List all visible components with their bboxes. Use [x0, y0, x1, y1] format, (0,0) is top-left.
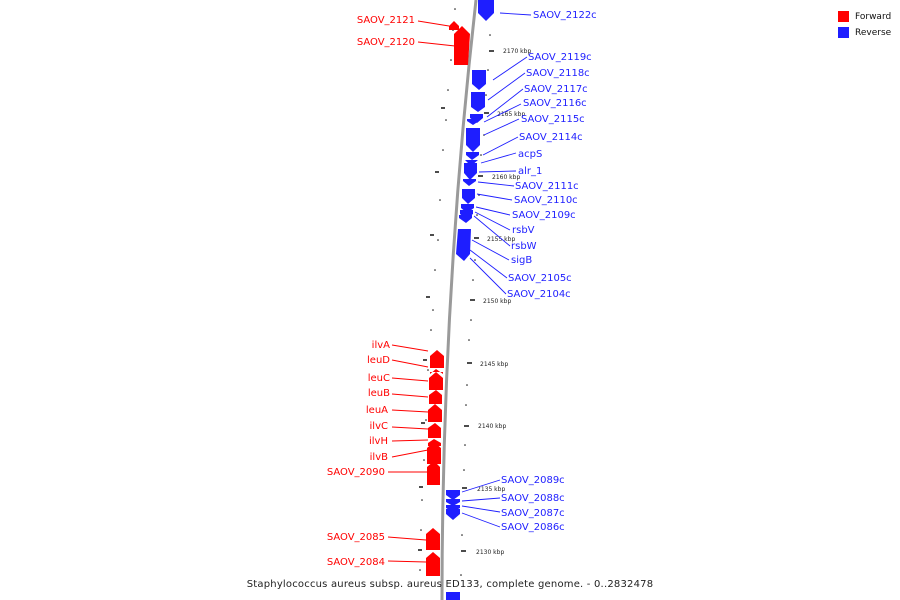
gene-label[interactable]: sigB	[511, 255, 532, 266]
gene-arrow-saov-2118c[interactable]	[471, 92, 485, 112]
reverse-genes	[446, 0, 494, 600]
gene-arrow-saov-2121[interactable]	[449, 21, 459, 30]
gene-arrow-saov-2111c[interactable]	[463, 179, 476, 186]
gene-label[interactable]: SAOV_2120	[357, 37, 415, 48]
forward-genes	[426, 21, 470, 576]
gene-arrow-saov-2090[interactable]	[427, 461, 440, 485]
scale-label: 2140 kbp	[478, 423, 506, 430]
scale-label: 2135 kbp	[477, 486, 505, 493]
gene-arrow-saov-2088c[interactable]	[446, 499, 460, 506]
gene-arrow-saov-2086c[interactable]	[446, 509, 460, 520]
gene-label[interactable]: SAOV_2090	[327, 467, 385, 478]
gene-arrow-ilvc[interactable]	[428, 423, 441, 438]
reverse-gene-labels: SAOV_2122c SAOV_2119c SAOV_2118c SAOV_21…	[501, 10, 597, 533]
gene-arrow-ilva[interactable]	[430, 350, 444, 368]
legend: Forward Reverse	[838, 9, 900, 41]
outer-dot-track	[460, 34, 491, 576]
gene-arrow-rsbv[interactable]	[460, 210, 473, 219]
scale-label: 2165 kbp	[497, 111, 525, 118]
forward-gene-labels: SAOV_2121 SAOV_2120 ilvA leuD leuC leuB …	[327, 15, 415, 568]
forward-swatch	[838, 11, 849, 22]
gene-arrow-alr-1[interactable]	[464, 163, 477, 180]
gene-label[interactable]: acpS	[518, 149, 542, 160]
legend-item-reverse[interactable]: Reverse	[838, 25, 900, 40]
gene-arrow-saov-2115c[interactable]	[466, 128, 480, 152]
gene-label[interactable]: SAOV_2119c	[528, 52, 592, 63]
gene-arrow-saov-2120[interactable]	[454, 26, 470, 65]
gene-arrow-rsbw[interactable]	[459, 215, 472, 223]
scale-label: 2170 kbp	[503, 48, 531, 55]
gene-label[interactable]: SAOV_2109c	[512, 210, 576, 221]
genome-backbone	[440, 0, 478, 600]
gene-arrow-leub[interactable]	[429, 390, 442, 404]
scale-label: 2155 kbp	[487, 236, 515, 243]
gene-label[interactable]: SAOV_2121	[357, 15, 415, 26]
gene-arrow-saov-2122c[interactable]	[478, 0, 494, 21]
gene-label[interactable]: SAOV_2084	[327, 557, 385, 568]
gene-label[interactable]: SAOV_2105c	[508, 273, 572, 284]
gene-arrow-saov-2114c[interactable]	[466, 152, 479, 160]
gene-label[interactable]: ilvB	[370, 452, 388, 463]
legend-item-forward[interactable]: Forward	[838, 9, 900, 24]
gene-label[interactable]: leuA	[366, 405, 388, 416]
inner-tick-track	[418, 107, 445, 551]
reverse-swatch	[838, 27, 849, 38]
legend-label: Forward	[855, 11, 892, 22]
gene-arrow-saov-2087c[interactable]	[446, 505, 460, 512]
gene-arrow-saov-2117c[interactable]	[470, 114, 483, 123]
gene-arrow-leuc[interactable]	[429, 372, 443, 390]
scale-label: 2130 kbp	[476, 549, 504, 556]
gene-label[interactable]: SAOV_2087c	[501, 508, 565, 519]
gene-arrow-saov-2110c[interactable]	[462, 189, 475, 204]
scale-labels: 2170 kbp 2165 kbp 2160 kbp 2155 kbp 2150…	[476, 48, 531, 556]
genome-caption: Staphylococcus aureus subsp. aureus ED13…	[246, 579, 654, 590]
gene-arrow-leua[interactable]	[428, 404, 442, 422]
gene-label[interactable]: alr_1	[518, 166, 542, 177]
gene-label[interactable]: SAOV_2115c	[521, 114, 585, 125]
gene-arrow-saov-2084[interactable]	[426, 552, 440, 576]
gene-label[interactable]: SAOV_2104c	[507, 289, 571, 300]
gene-label[interactable]: leuC	[368, 373, 390, 384]
scale-ticks	[461, 50, 494, 552]
scale-label: 2145 kbp	[480, 361, 508, 368]
gene-label[interactable]: SAOV_2088c	[501, 493, 565, 504]
gene-arrow-saov-2089c[interactable]	[446, 490, 460, 500]
gene-arrow-saov-2085[interactable]	[426, 528, 440, 550]
gene-arrow-offscreen-bottom[interactable]	[446, 592, 460, 600]
reverse-label-connectors	[461, 12, 532, 528]
gene-arrow-saov-2109c[interactable]	[461, 204, 474, 213]
gene-label[interactable]: SAOV_2089c	[501, 475, 565, 486]
scale-label: 2150 kbp	[483, 298, 511, 305]
gene-label[interactable]: SAOV_2114c	[519, 132, 583, 143]
gene-label[interactable]: leuD	[367, 355, 390, 366]
gene-arrow-ilvb[interactable]	[427, 442, 441, 464]
gene-label[interactable]: SAOV_2122c	[533, 10, 597, 21]
gene-label[interactable]: SAOV_2117c	[524, 84, 588, 95]
gene-arrow-saov-2116c[interactable]	[467, 119, 479, 125]
gene-arrow-leud[interactable]	[430, 369, 443, 374]
gene-arrow-sigb[interactable]	[456, 229, 471, 261]
gene-label[interactable]: SAOV_2111c	[515, 181, 579, 192]
gene-label[interactable]: SAOV_2085	[327, 532, 385, 543]
legend-label: Reverse	[855, 27, 892, 38]
scale-label: 2160 kbp	[492, 174, 520, 181]
forward-label-connectors	[387, 20, 456, 563]
gene-label[interactable]: SAOV_2118c	[526, 68, 590, 79]
gene-label[interactable]: rsbV	[512, 225, 535, 236]
gene-label[interactable]: leuB	[368, 388, 390, 399]
gene-label[interactable]: SAOV_2086c	[501, 522, 565, 533]
gene-arrow-saov-2119c[interactable]	[472, 70, 486, 90]
gene-label[interactable]: ilvH	[369, 436, 388, 447]
gene-label[interactable]: ilvC	[370, 421, 388, 432]
gene-label[interactable]: SAOV_2110c	[514, 195, 578, 206]
gene-label[interactable]: SAOV_2116c	[523, 98, 587, 109]
gene-label[interactable]: ilvA	[372, 340, 390, 351]
gene-label[interactable]: rsbW	[511, 241, 537, 252]
inner-dot-track	[419, 8, 456, 571]
